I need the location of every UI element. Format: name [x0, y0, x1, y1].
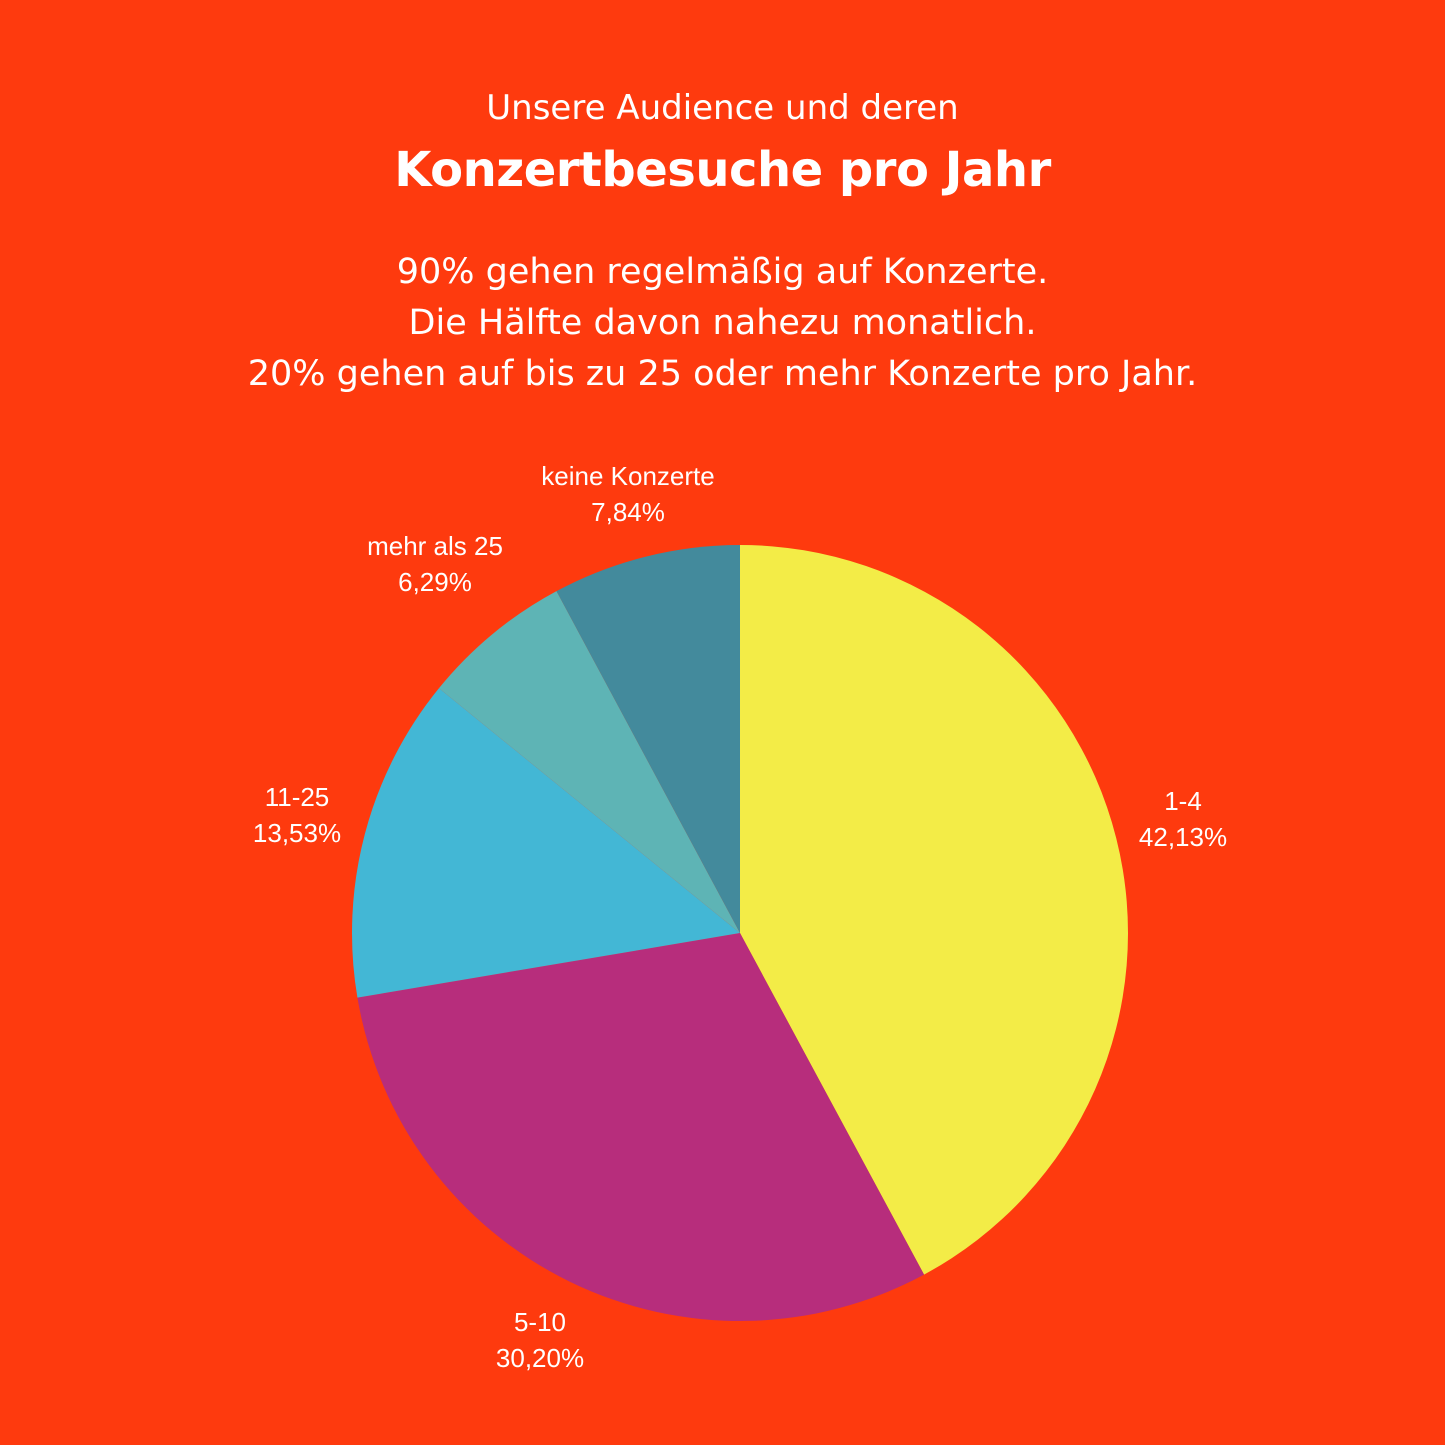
slice-label-11-25: 11-25 13,53%: [253, 779, 341, 851]
slice-label-keine-konzerte: keine Konzerte 7,84%: [541, 458, 714, 530]
slice-category: 5-10: [513, 1307, 567, 1337]
slice-value: 6,29%: [398, 567, 472, 597]
pie-slice-5-10: [357, 933, 925, 1321]
slice-category: 1-4: [1164, 786, 1202, 816]
slice-category: keine Konzerte: [541, 461, 715, 491]
slice-label-1-4: 1-4 42,13%: [1139, 783, 1227, 855]
slice-value: 30,20%: [495, 1343, 585, 1373]
summary-line: 90% gehen regelmäßig auf Konzerte.: [396, 252, 1049, 292]
slice-category: 11-25: [264, 782, 330, 812]
slice-value: 13,53%: [252, 818, 342, 848]
pie-slice-keine-konzerte: [556, 545, 740, 933]
pie-slice-11-25: [352, 688, 740, 998]
summary-line: Die Hälfte davon nahezu monatlich.: [408, 303, 1037, 343]
pie-slice-1-4: [740, 545, 1128, 1275]
chart-title: Konzertbesuche pro Jahr: [394, 142, 1051, 198]
slice-label-5-10: 5-10 30,20%: [496, 1304, 584, 1376]
slice-category: mehr als 25: [367, 531, 503, 561]
slice-label-mehr-als-25: mehr als 25 6,29%: [367, 528, 503, 600]
pie-slice-mehr-als-25: [439, 591, 740, 933]
slice-value: 7,84%: [591, 497, 665, 527]
slice-value: 42,13%: [1138, 822, 1228, 852]
summary-line: 20% gehen auf bis zu 25 oder mehr Konzer…: [247, 354, 1198, 394]
pretitle: Unsere Audience und deren: [486, 88, 959, 128]
